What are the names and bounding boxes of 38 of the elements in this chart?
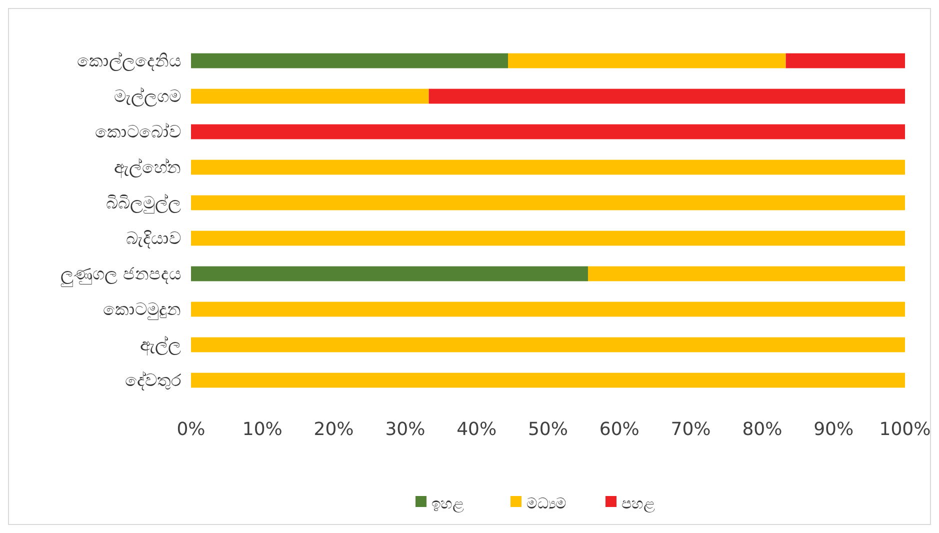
bar bbox=[191, 372, 905, 388]
bar bbox=[786, 53, 905, 68]
y-tick-label: කොටබෝව bbox=[95, 122, 181, 143]
bar bbox=[191, 337, 905, 352]
bar bbox=[191, 88, 429, 104]
y-tick-label: බිබිලමුල්ල bbox=[106, 194, 181, 214]
y-tick-label: කොටමුදුන bbox=[103, 300, 181, 320]
x-tick-label: 100% bbox=[879, 419, 931, 440]
bar bbox=[428, 88, 905, 104]
bar bbox=[191, 302, 905, 317]
y-tick-label: ලුණුගල ජනපදය bbox=[60, 264, 181, 288]
x-tick-label: 90% bbox=[814, 419, 854, 440]
x-tick-label: 60% bbox=[599, 419, 640, 440]
bar bbox=[191, 266, 588, 282]
y-tick-label: මැල්ලගම bbox=[114, 87, 181, 108]
y-tick-label: බැදියාව bbox=[126, 229, 181, 250]
legend-label: මධ්‍යම bbox=[526, 494, 566, 512]
legend-label: පහළ bbox=[622, 494, 656, 512]
legend-label: ඉහළ bbox=[432, 494, 464, 512]
x-tick-label: 30% bbox=[385, 419, 426, 440]
y-tick-label: ඇල්හේන bbox=[114, 158, 181, 180]
bar bbox=[508, 53, 786, 68]
bar bbox=[191, 124, 905, 140]
x-tick-label: 10% bbox=[242, 419, 282, 440]
x-tick-label: 0% bbox=[176, 419, 206, 440]
bar bbox=[588, 266, 905, 282]
y-tick-label: දේවතුර bbox=[125, 371, 182, 392]
x-tick-label: 50% bbox=[528, 419, 568, 440]
y-tick-label: කොල්ලදෙනිය bbox=[77, 52, 181, 72]
bar bbox=[191, 195, 905, 210]
x-tick-label: 40% bbox=[456, 419, 497, 440]
x-tick-label: 80% bbox=[742, 419, 782, 440]
bar bbox=[191, 53, 508, 68]
bar bbox=[191, 230, 905, 246]
x-tick-label: 70% bbox=[670, 419, 711, 440]
x-tick-label: 20% bbox=[314, 419, 354, 440]
bar bbox=[191, 160, 905, 175]
y-tick-label: ඇල්ල bbox=[140, 336, 181, 357]
